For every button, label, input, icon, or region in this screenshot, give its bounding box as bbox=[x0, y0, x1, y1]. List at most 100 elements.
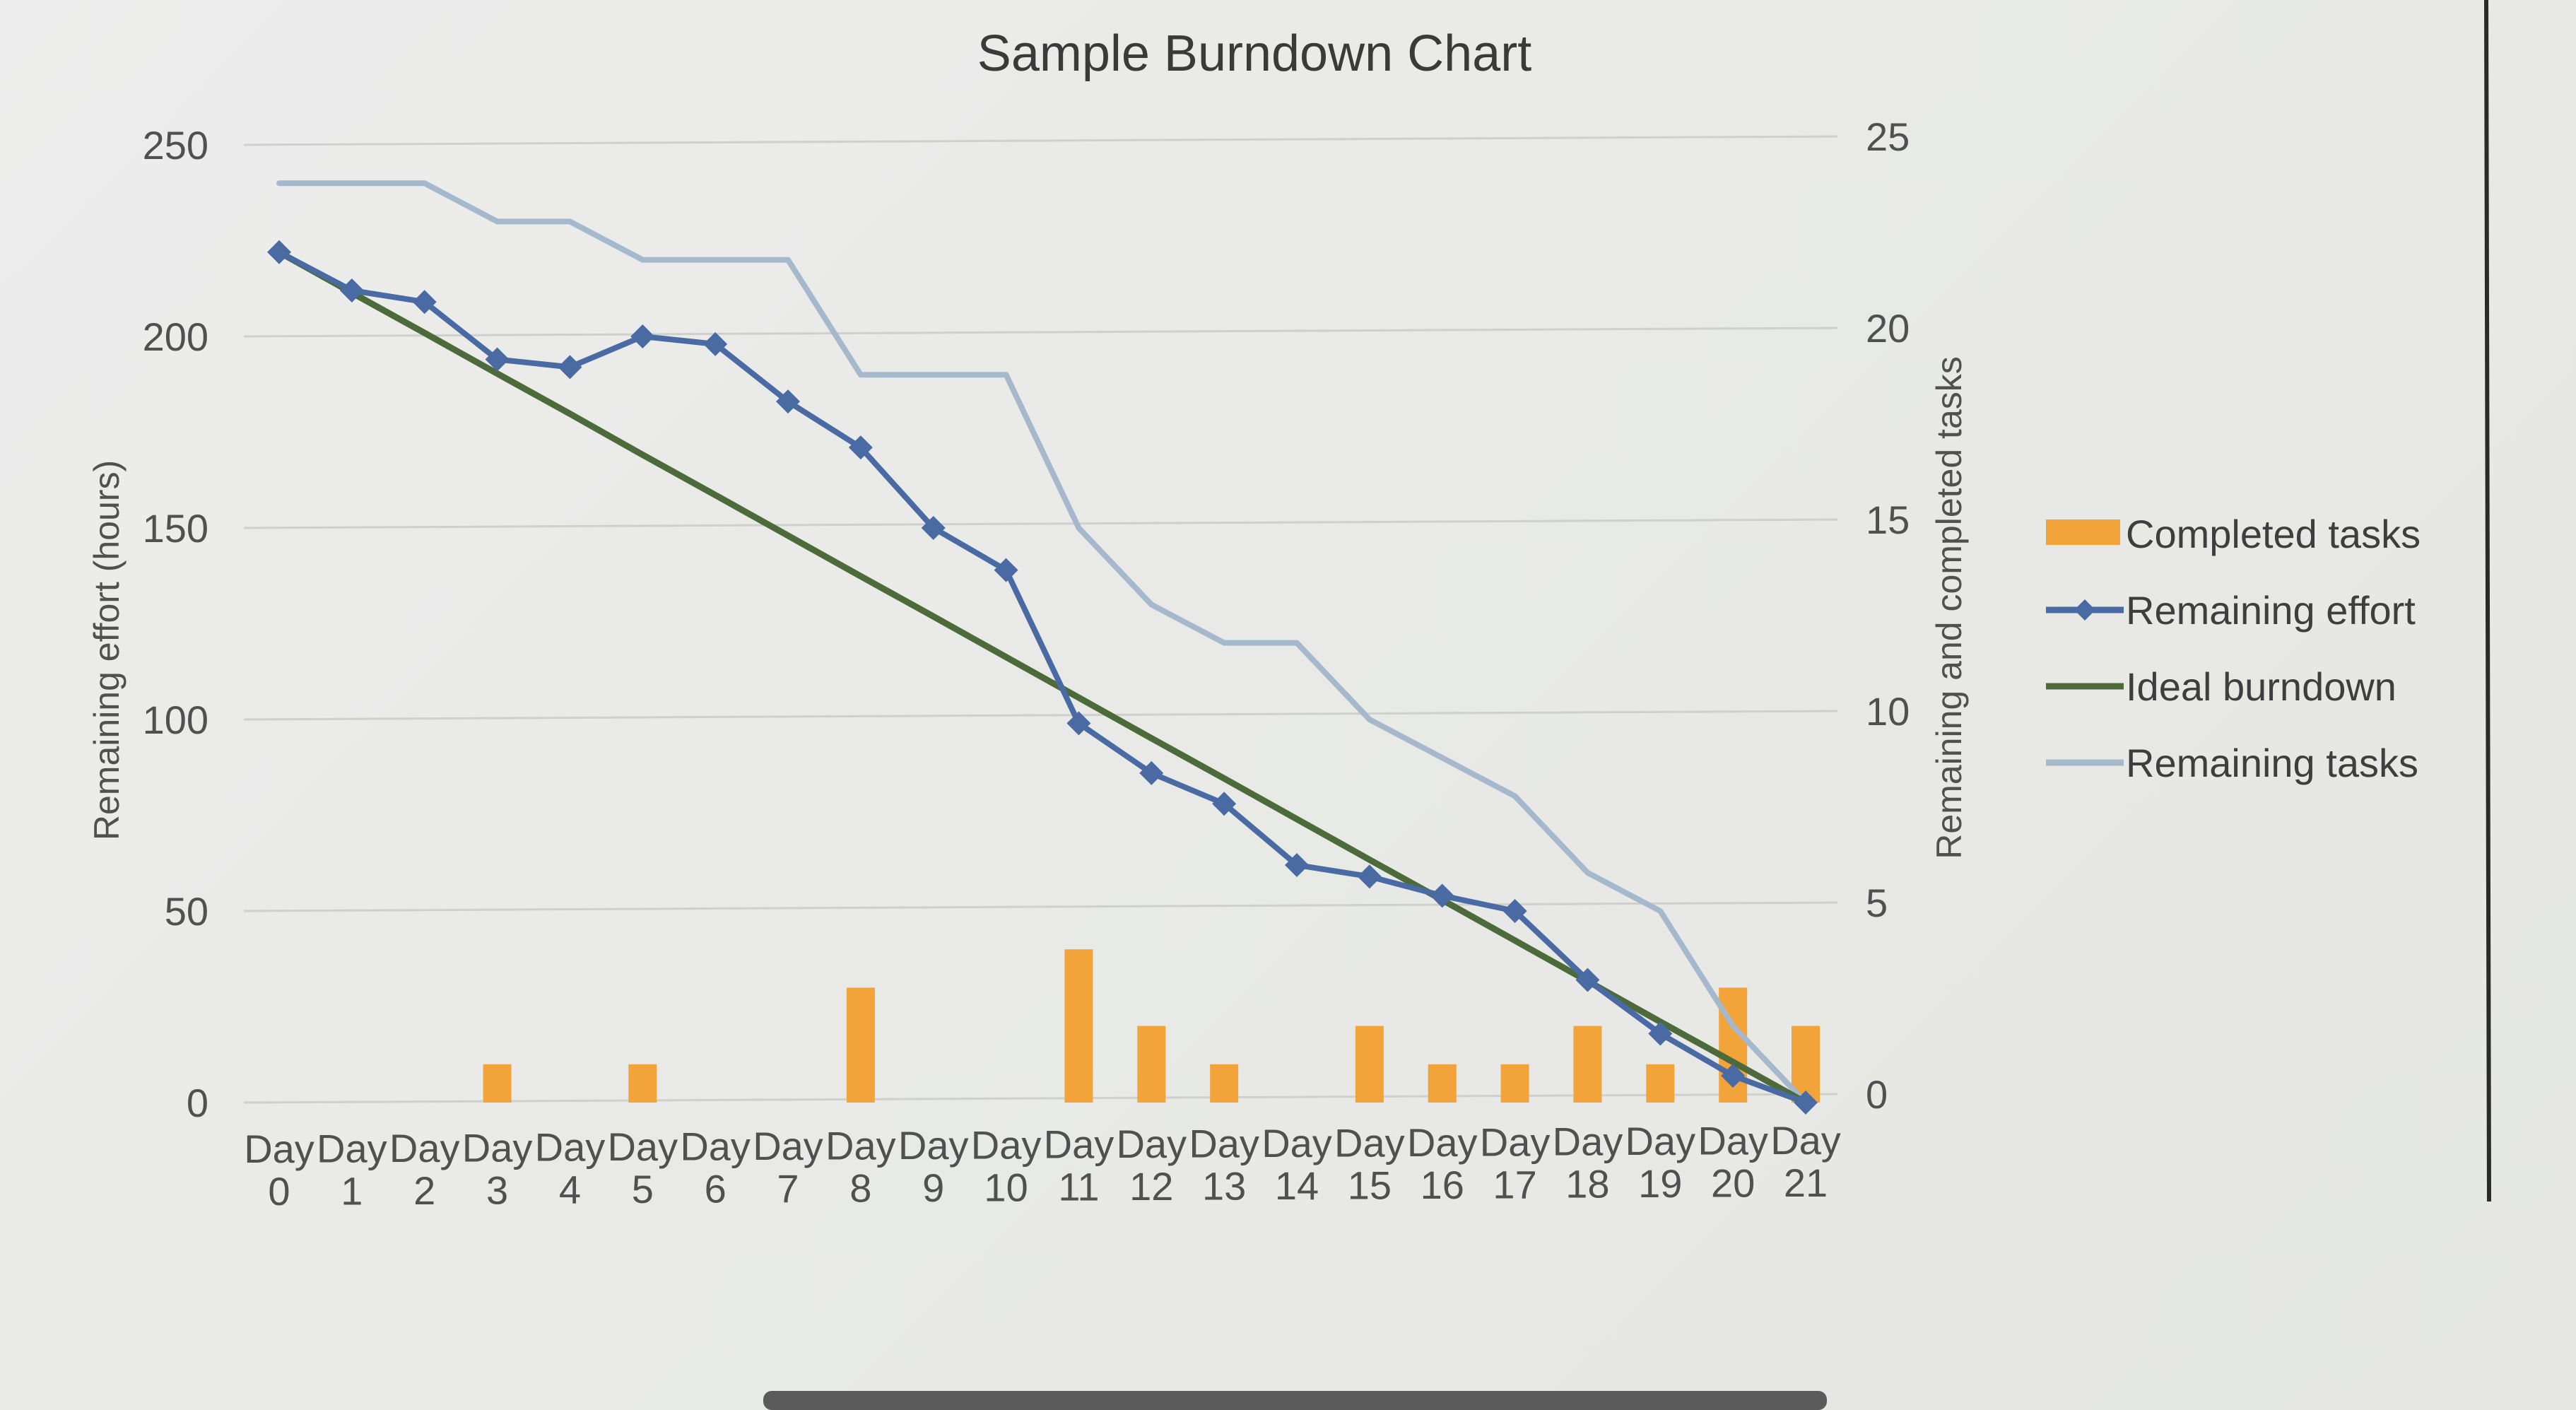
legend-item-ideal-burndown: Ideal burndown bbox=[2046, 664, 2396, 709]
x-tick-label-number: 7 bbox=[777, 1166, 799, 1211]
marker-remaining-effort bbox=[630, 324, 655, 348]
legend-item-remaining-tasks: Remaining tasks bbox=[2046, 741, 2418, 785]
gridline bbox=[243, 518, 1838, 529]
x-tick-label-number: 6 bbox=[705, 1167, 727, 1211]
legend: Completed tasks Remaining effort Ideal bur… bbox=[2046, 512, 2421, 785]
bar-completed-tasks bbox=[1355, 1026, 1384, 1103]
right-tick-label: 15 bbox=[1866, 498, 1910, 542]
x-tick-label-number: 19 bbox=[1638, 1161, 1682, 1206]
x-axis-ticks: Day0Day1Day2Day3Day4Day5Day6Day7Day8Day9… bbox=[244, 1118, 1841, 1214]
x-tick-label-number: 20 bbox=[1711, 1161, 1755, 1206]
marker-remaining-effort bbox=[412, 290, 437, 315]
x-tick-label-number: 5 bbox=[632, 1167, 654, 1211]
legend-label: Ideal burndown bbox=[2126, 664, 2396, 709]
left-axis-title: Remaining effort (hours) bbox=[87, 460, 127, 840]
x-tick-label: Day bbox=[1480, 1120, 1551, 1164]
left-tick-label: 200 bbox=[143, 315, 208, 359]
x-tick-label-number: 8 bbox=[849, 1165, 871, 1210]
scrollbar-thumb[interactable] bbox=[763, 1391, 1827, 1410]
x-tick-label: Day bbox=[1334, 1120, 1405, 1165]
gridline bbox=[243, 327, 1838, 338]
bar-completed-tasks bbox=[1064, 949, 1093, 1103]
bar-completed-tasks bbox=[483, 1064, 512, 1103]
right-tick-label: 0 bbox=[1866, 1072, 1888, 1117]
x-tick-label: Day bbox=[607, 1124, 678, 1169]
left-tick-label: 50 bbox=[165, 889, 208, 934]
x-tick-label-number: 0 bbox=[268, 1169, 290, 1214]
marker-remaining-effort bbox=[848, 435, 873, 460]
right-tick-label: 5 bbox=[1866, 881, 1888, 925]
left-tick-label: 100 bbox=[143, 698, 208, 742]
marker-remaining-effort bbox=[1648, 1021, 1673, 1046]
legend-swatch bbox=[2046, 519, 2120, 545]
x-tick-label-number: 4 bbox=[559, 1168, 581, 1212]
marker-remaining-effort bbox=[339, 278, 364, 302]
chart-title: Sample Burndown Chart bbox=[977, 25, 1531, 82]
marker-remaining-effort bbox=[558, 355, 582, 380]
x-tick-label-number: 11 bbox=[1058, 1165, 1099, 1209]
x-tick-label: Day bbox=[1407, 1120, 1478, 1165]
x-tick-label: Day bbox=[1044, 1122, 1114, 1167]
x-tick-label: Day bbox=[1189, 1122, 1259, 1166]
marker-remaining-effort bbox=[1502, 899, 1527, 923]
right-tick-label: 20 bbox=[1866, 306, 1910, 351]
x-tick-label: Day bbox=[825, 1123, 896, 1168]
marker-remaining-effort bbox=[1575, 968, 1600, 992]
x-tick-label-number: 16 bbox=[1421, 1163, 1464, 1207]
x-tick-label-number: 12 bbox=[1129, 1164, 1173, 1209]
right-tick-label: 25 bbox=[1866, 114, 1910, 159]
x-tick-label: Day bbox=[1770, 1118, 1841, 1163]
legend-marker bbox=[2074, 599, 2095, 621]
marker-remaining-effort bbox=[1212, 792, 1237, 816]
x-tick-label: Day bbox=[680, 1124, 751, 1169]
x-tick-label-number: 10 bbox=[984, 1165, 1028, 1209]
gridlines bbox=[243, 135, 1838, 1104]
x-tick-label-number: 18 bbox=[1565, 1162, 1609, 1206]
left-axis-ticks: 0 50 100 150 200 250 bbox=[143, 123, 208, 1125]
marker-remaining-effort bbox=[1794, 1091, 1818, 1115]
marker-remaining-effort bbox=[921, 516, 946, 540]
x-tick-label: Day bbox=[1625, 1119, 1695, 1163]
right-tick-label: 10 bbox=[1866, 689, 1910, 734]
left-tick-label: 0 bbox=[187, 1081, 208, 1125]
line-remaining-effort bbox=[276, 249, 1809, 1105]
x-tick-label: Day bbox=[1261, 1121, 1332, 1165]
gridline bbox=[243, 135, 1838, 146]
x-tick-label: Day bbox=[971, 1122, 1042, 1167]
x-tick-label-number: 2 bbox=[413, 1168, 435, 1213]
marker-remaining-effort bbox=[1357, 864, 1382, 889]
marker-remaining-effort bbox=[1285, 852, 1309, 877]
marker-remaining-effort bbox=[267, 240, 291, 264]
right-axis-ticks: 0 5 10 15 20 25 bbox=[1866, 114, 1910, 1117]
bar-completed-tasks bbox=[1573, 1026, 1602, 1103]
legend-item-remaining-effort: Remaining effort bbox=[2046, 588, 2416, 633]
bar-completed-tasks bbox=[1137, 1026, 1166, 1103]
legend-label: Completed tasks bbox=[2126, 512, 2421, 556]
marker-remaining-effort bbox=[1721, 1064, 1746, 1088]
x-tick-label: Day bbox=[535, 1125, 606, 1170]
left-tick-label: 150 bbox=[143, 506, 208, 551]
series-lines bbox=[267, 180, 1818, 1115]
marker-remaining-effort bbox=[994, 558, 1018, 582]
x-tick-label: Day bbox=[898, 1123, 969, 1168]
line-ideal-burndown bbox=[276, 249, 1809, 1106]
x-tick-label: Day bbox=[753, 1124, 823, 1168]
marker-remaining-effort bbox=[1430, 883, 1454, 908]
x-tick-label-number: 21 bbox=[1784, 1161, 1828, 1205]
line-remaining-tasks bbox=[276, 180, 1809, 1105]
legend-label: Remaining tasks bbox=[2126, 741, 2418, 785]
marker-remaining-effort bbox=[485, 347, 510, 372]
x-tick-label-number: 14 bbox=[1275, 1163, 1319, 1208]
bar-completed-tasks bbox=[628, 1064, 657, 1103]
x-tick-label: Day bbox=[1116, 1122, 1187, 1166]
marker-remaining-effort bbox=[1139, 760, 1164, 785]
right-axis-title: Remaining and completed tasks bbox=[1929, 356, 1969, 859]
gridline bbox=[243, 710, 1838, 721]
bar-completed-tasks bbox=[846, 987, 875, 1103]
x-tick-label: Day bbox=[389, 1126, 460, 1170]
x-tick-label: Day bbox=[1553, 1120, 1623, 1164]
bar-completed-tasks bbox=[1428, 1064, 1457, 1103]
left-tick-label: 250 bbox=[143, 123, 208, 168]
marker-remaining-effort bbox=[776, 389, 800, 414]
